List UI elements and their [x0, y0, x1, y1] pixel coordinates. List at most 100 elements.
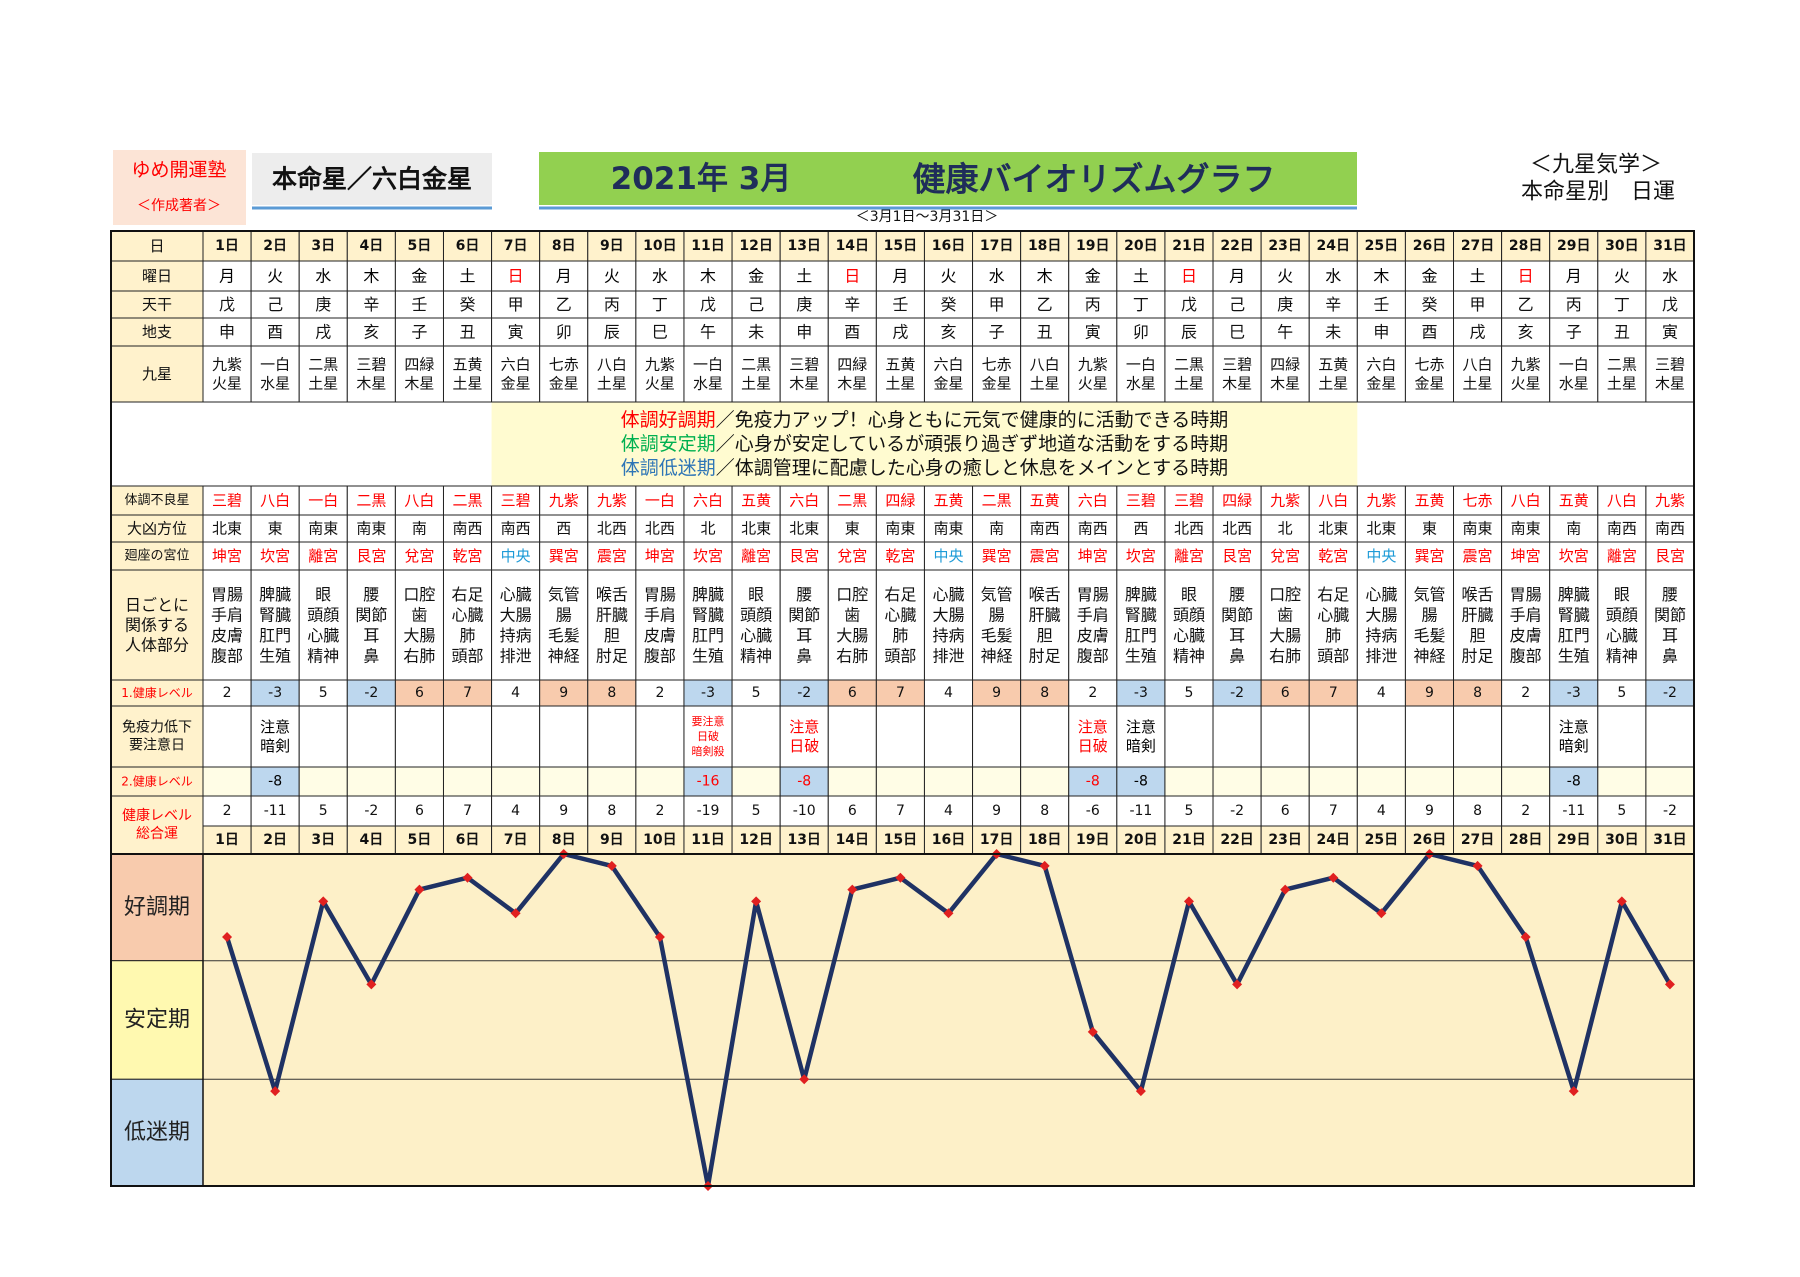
cell-text: 21日	[1172, 832, 1205, 848]
cell-line: 四緑	[837, 356, 867, 374]
cell-text: 兌宮	[1270, 547, 1300, 565]
cell	[1260, 290, 1310, 319]
point	[318, 896, 329, 907]
cell-text: 14日	[836, 238, 869, 254]
cell	[1645, 705, 1695, 768]
cell	[587, 260, 637, 292]
cell	[1645, 825, 1695, 855]
cell	[539, 260, 589, 292]
cell-text: 南西	[1078, 520, 1108, 538]
cell-text: 7	[463, 803, 472, 819]
cell	[250, 569, 300, 681]
cell	[1356, 766, 1406, 797]
cell-line: 土星	[1174, 375, 1204, 393]
cell-text: -10	[793, 803, 816, 819]
cell-line: 神経	[1413, 646, 1445, 665]
cell	[1212, 766, 1262, 797]
cell-text: 戊	[1662, 295, 1678, 314]
cell-line: 腰	[363, 585, 379, 604]
cell-line: 木星	[1270, 375, 1300, 393]
cell-line: 五黄	[453, 356, 483, 374]
cell	[1645, 290, 1695, 319]
cell-text: 21日	[1172, 238, 1205, 254]
cell	[683, 290, 733, 319]
cell	[1597, 541, 1647, 571]
cell-text: -8	[1134, 774, 1148, 790]
cell-text: 震宮	[1030, 547, 1060, 565]
cell	[298, 230, 348, 262]
cell-text: 丁	[1614, 295, 1630, 314]
cell	[298, 705, 348, 768]
cell-text: 4	[1377, 685, 1386, 701]
cell	[1549, 541, 1599, 571]
cell	[1164, 766, 1214, 797]
cell-line: 頭顔	[1173, 605, 1205, 624]
cell-text: 坎宮	[1126, 547, 1156, 565]
row-label-cell	[110, 705, 204, 768]
cell-text: 9	[559, 685, 568, 701]
cell-line: 木星	[837, 375, 867, 393]
cell	[1164, 795, 1214, 827]
cell	[1308, 317, 1358, 347]
cell-text: 戊	[700, 295, 716, 314]
cell-line: 四緑	[1270, 356, 1300, 374]
cell	[1597, 514, 1647, 543]
cell-line: 胃腸	[644, 585, 676, 604]
cell-text: 25日	[1365, 832, 1398, 848]
cell-text: 8	[1473, 803, 1482, 819]
cell-text: 4	[944, 803, 953, 819]
cell	[1549, 345, 1599, 403]
cell-line: 六白	[1366, 356, 1396, 374]
legend-bg	[491, 402, 1358, 486]
cell-text: 22日	[1220, 832, 1253, 848]
cell	[202, 514, 252, 543]
cell-text: 6日	[456, 238, 480, 254]
cell-text: 南	[412, 520, 427, 538]
cell-text: 日	[1181, 267, 1197, 286]
cell-text: 八白	[1607, 492, 1637, 510]
cell-text: 12日	[739, 238, 772, 254]
cell	[972, 260, 1022, 292]
cell-text: -8	[268, 774, 282, 790]
cell-text: 木	[1037, 267, 1053, 286]
cell-line: 六白	[501, 356, 531, 374]
cell-line: 火星	[645, 375, 675, 393]
cell-line: 火星	[1511, 375, 1541, 393]
point	[606, 860, 617, 871]
cell-text: -2	[1230, 803, 1244, 819]
cell	[972, 541, 1022, 571]
cell-text: 5	[752, 685, 761, 701]
cell-line: 一白	[1126, 356, 1156, 374]
cell	[587, 345, 637, 403]
cell	[1597, 485, 1647, 516]
cell-text: 東	[268, 520, 283, 538]
cell	[1453, 345, 1503, 403]
cell	[491, 766, 541, 797]
cell-line: 木星	[789, 375, 819, 393]
point	[1664, 979, 1675, 990]
cell-text: 5	[1617, 803, 1626, 819]
cell	[1164, 317, 1214, 347]
cell-text: 癸	[940, 295, 956, 314]
cell	[635, 230, 685, 262]
cell-text: 水	[989, 267, 1005, 286]
cell	[1116, 766, 1166, 797]
cell-text: -3	[268, 685, 282, 701]
cell-line: 三碧	[1222, 356, 1252, 374]
cell-text: 南東	[1511, 520, 1541, 538]
band-label: 安定期	[124, 1008, 190, 1033]
cell-text: 北東	[1366, 520, 1396, 538]
cell-text: 酉	[1421, 323, 1437, 342]
cell-line: 肝臓	[596, 605, 628, 624]
band-label-cell	[110, 853, 204, 962]
cell-text: 2日	[263, 832, 287, 848]
cell	[1212, 825, 1262, 855]
honmei-box	[252, 153, 492, 205]
cell	[1260, 569, 1310, 681]
cell-text: 4	[944, 685, 953, 701]
cell	[1308, 290, 1358, 319]
cell-text: 月	[892, 267, 908, 286]
cell-line: 人体部分	[125, 636, 189, 655]
cell-text: 北西	[597, 520, 627, 538]
cell-text: 9	[559, 803, 568, 819]
